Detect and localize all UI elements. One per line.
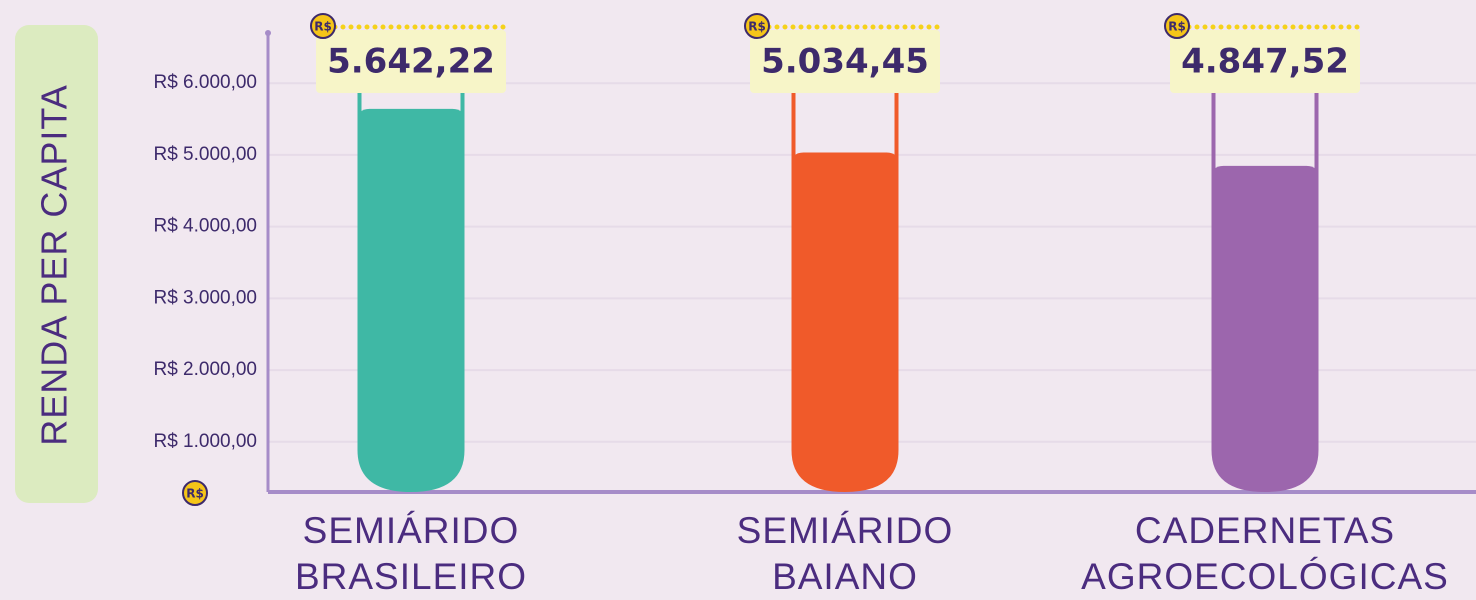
origin-coin — [182, 480, 208, 506]
label-coin — [310, 13, 336, 39]
label-coin-text: R$ — [1168, 20, 1186, 34]
bar — [791, 152, 899, 492]
axis-tip — [265, 30, 271, 36]
y-tick-label: R$ 5.000,00 — [153, 144, 257, 165]
value-label-box — [316, 30, 506, 93]
y-tick-label: R$ 1.000,00 — [153, 431, 257, 452]
label-coin-text: R$ — [748, 20, 766, 34]
x-tick-label: CADERNETAS AGROECOLÓGICAS — [1081, 510, 1449, 597]
label-coin — [744, 13, 770, 39]
value-label: 5.034,45 — [761, 42, 929, 82]
y-tick-label: R$ 3.000,00 — [153, 287, 257, 308]
value-label: 4.847,52 — [1181, 42, 1349, 82]
y-tick-label: R$ 4.000,00 — [153, 216, 257, 237]
origin-coin-text: R$ — [186, 487, 204, 501]
y-tick-label: R$ 6.000,00 — [153, 72, 257, 93]
y-axis-title: RENDA PER CAPITA — [34, 84, 75, 445]
x-tick-label: SEMIÁRIDO BAIANO — [736, 510, 954, 597]
y-tick-label: R$ 2.000,00 — [153, 359, 257, 380]
x-tick-label: SEMIÁRIDO BRASILEIRO — [294, 510, 528, 597]
value-label-box — [1170, 30, 1360, 93]
bar — [357, 108, 465, 492]
value-label: 5.642,22 — [327, 42, 495, 82]
value-label-box — [750, 30, 940, 93]
y-title-box — [15, 25, 98, 503]
bar — [1211, 165, 1319, 492]
label-coin — [1164, 13, 1190, 39]
label-coin-text: R$ — [314, 20, 332, 34]
